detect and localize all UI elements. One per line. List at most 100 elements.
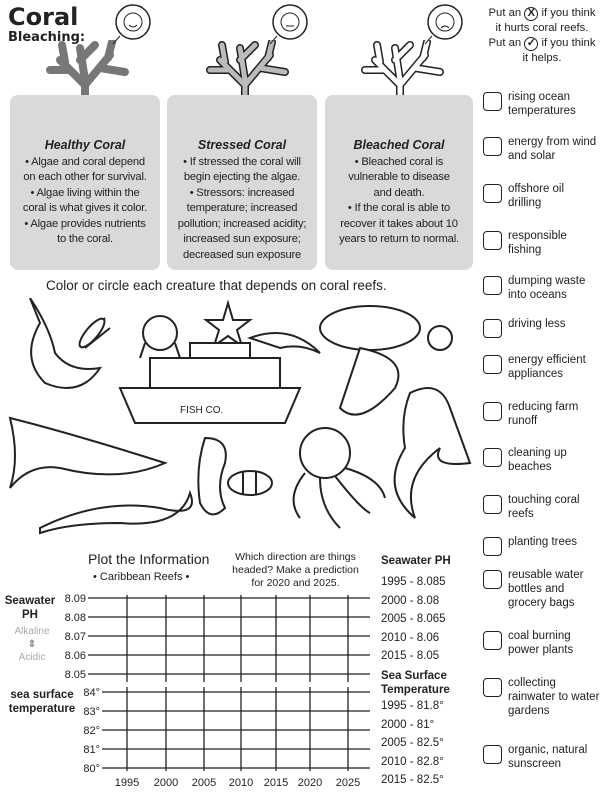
checklist-item[interactable]: energy efficient appliances [483, 353, 600, 381]
starfish-icon[interactable] [203, 299, 253, 349]
plot-title: Plot the Information [88, 551, 210, 567]
checkbox[interactable] [483, 402, 502, 421]
ph-data-list: 1995 - 8.085 2000 - 8.08 2005 - 8.065 2010 … [381, 576, 446, 662]
checklist-item[interactable]: collecting rainwater to water gardens [483, 676, 600, 718]
checklist-item-label: energy efficient appliances [508, 354, 586, 380]
checkbox[interactable] [483, 678, 502, 697]
seahorse-icon[interactable] [197, 436, 227, 516]
lobster-icon[interactable] [76, 315, 111, 350]
check-mark-icon: ✓ [524, 37, 539, 51]
ph-tick-label: 8.09 [65, 593, 86, 605]
pelican-icon[interactable] [393, 387, 472, 519]
temp-tick-label: 82° [83, 725, 100, 737]
checklist-item-label: collecting rainwater to water gardens [508, 677, 600, 717]
fishing-boat-icon[interactable]: FISH CO. [118, 342, 302, 424]
ph-tick-label: 8.06 [65, 650, 86, 662]
healthy-coral-card: Healthy Coral • Algae and coral depend on… [10, 95, 160, 270]
checklist-item[interactable]: reducing farm runoff [483, 400, 600, 428]
checklist-item-label: organic, natural sunscreen [508, 744, 588, 770]
checklist-item[interactable]: reusable water bottles and grocery bags [483, 568, 600, 610]
temp-tick-label: 81° [83, 744, 100, 756]
year-tick-label: 2015 [264, 777, 288, 789]
checklist-item[interactable]: touching coral reefs [483, 493, 600, 521]
year-tick-label: 2025 [336, 777, 360, 789]
boat-label: FISH CO. [180, 405, 223, 416]
checkbox[interactable] [483, 184, 502, 203]
checklist-item-label: rising ocean temperatures [508, 91, 576, 117]
checklist-item[interactable]: cleaning up beaches [483, 446, 600, 474]
plot-prompt: Which direction are things headed? Make … [232, 551, 359, 589]
checkbox[interactable] [483, 570, 502, 589]
temp-tick-label: 84° [83, 687, 100, 699]
year-tick-label: 1995 [115, 777, 139, 789]
worksheet-title: Coral Bleaching: [8, 3, 86, 45]
checkbox[interactable] [483, 448, 502, 467]
checklist-item[interactable]: dumping waste into oceans [483, 274, 600, 302]
ph-tick-label: 8.05 [65, 669, 86, 681]
neutral-face-bubble-icon [269, 4, 308, 45]
manta-ray-icon[interactable] [338, 346, 400, 416]
updown-arrow-icon: ⇕ [27, 639, 37, 650]
checklist-item-label: reducing farm runoff [508, 401, 579, 427]
checklist-item[interactable]: coal burning power plants [483, 629, 600, 657]
shark-icon[interactable] [8, 416, 168, 489]
bleached-coral-icon [361, 40, 444, 110]
plot-grid[interactable]: 8.09 8.08 8.07 8.06 8.05 84° 83° 82° 81° 80° 1995 2… [0, 545, 380, 793]
checklist-item-label: driving less [508, 318, 566, 330]
checkbox[interactable] [483, 495, 502, 514]
checklist-item-label: reusable water bottles and grocery bags [508, 569, 584, 609]
sad-face-bubble-icon [424, 4, 463, 45]
checkbox[interactable] [483, 537, 502, 556]
checklist-item-label: coal burning power plants [508, 630, 574, 656]
checklist-item[interactable]: offshore oil drilling [483, 182, 600, 210]
bleached-coral-card: Bleached Coral • Bleached coral is vulner… [325, 95, 473, 270]
checklist-item[interactable]: organic, natural sunscreen [483, 743, 600, 771]
year-tick-label: 2000 [154, 777, 178, 789]
ph-tick-label: 8.07 [65, 631, 86, 643]
checklist-item[interactable]: responsible fishing [483, 229, 600, 257]
checkbox[interactable] [483, 745, 502, 764]
checklist-item[interactable]: energy from wind and solar [483, 135, 600, 163]
checkbox[interactable] [483, 319, 502, 338]
eel-icon[interactable] [39, 489, 193, 535]
checklist-instructions: Put an X if you think it hurts coral ree… [488, 7, 596, 64]
checklist-item[interactable]: driving less [483, 317, 600, 338]
temp-data-title: Sea Surface Temperature [381, 670, 450, 696]
checkbox[interactable] [483, 231, 502, 250]
temp-data-list: 1995 - 81.8° 2000 - 81° 2005 - 82.5° 2010 -… [381, 700, 444, 786]
temp-tick-label: 80° [83, 763, 100, 775]
stressed-coral-card: Stressed Coral • If stressed the coral w… [167, 95, 317, 270]
checklist-item-label: offshore oil drilling [508, 183, 565, 209]
temp-tick-label: 83° [83, 706, 100, 718]
clownfish-icon[interactable] [227, 470, 273, 496]
temp-axis-label: sea surface temperature [8, 689, 76, 715]
sea-turtle-icon[interactable] [319, 305, 453, 351]
year-tick-label: 2010 [229, 777, 253, 789]
dolphin-icon[interactable] [29, 298, 103, 389]
checklist-item-label: planting trees [508, 536, 578, 548]
year-tick-label: 2005 [192, 777, 216, 789]
checklist-item-label: responsible fishing [508, 230, 567, 256]
plot-subtitle: • Caribbean Reefs • [93, 571, 190, 583]
checklist-item-label: touching coral reefs [508, 494, 580, 520]
year-tick-label: 2020 [298, 777, 322, 789]
octopus-icon[interactable] [292, 427, 386, 529]
checkbox[interactable] [483, 355, 502, 374]
alkaline-acidic-scale: Alkaline ⇕ Acidic [12, 625, 52, 664]
ph-axis-label: Seawater PH [4, 595, 56, 621]
checklist-item-label: dumping waste into oceans [508, 275, 586, 301]
checkbox[interactable] [483, 137, 502, 156]
hermit-crab-icon[interactable] [139, 315, 181, 359]
checkbox[interactable] [483, 631, 502, 650]
creature-instruction: Color or circle each creature that depen… [46, 278, 387, 293]
checkbox[interactable] [483, 276, 502, 295]
checklist-item[interactable]: planting trees [483, 535, 600, 556]
checklist-item[interactable]: rising ocean temperatures [483, 90, 600, 118]
checklist-item-label: cleaning up beaches [508, 447, 567, 473]
ph-tick-label: 8.08 [65, 612, 86, 624]
shrimp-icon[interactable] [247, 332, 321, 354]
ph-data-title: Seawater PH [381, 555, 451, 567]
x-mark-icon: X [524, 7, 539, 21]
checklist-item-label: energy from wind and solar [508, 136, 597, 162]
checkbox[interactable] [483, 92, 502, 111]
